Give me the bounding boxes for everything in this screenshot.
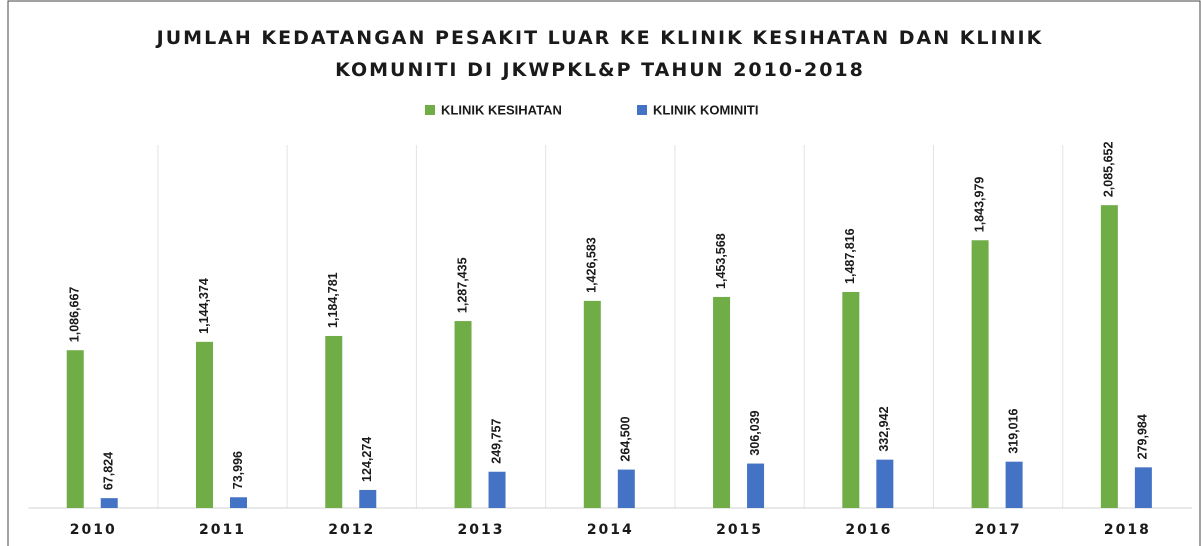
x-tick-label: 2013: [458, 522, 505, 538]
data-label: 124,274: [360, 437, 374, 482]
bar: [842, 291, 860, 508]
legend-label: KLINIK KESIHATAN: [441, 102, 562, 117]
data-label: 1,487,816: [843, 228, 857, 284]
bar: [100, 498, 118, 508]
x-tick-label: 2018: [1104, 522, 1151, 538]
bar: [325, 335, 343, 508]
data-label: 67,824: [102, 452, 116, 490]
bar: [454, 321, 472, 508]
chart-title: JUMLAH KEDATANGAN PESAKIT LUAR KE KLINIK…: [155, 27, 1044, 81]
bar: [747, 463, 765, 508]
data-label: 1,453,568: [714, 233, 728, 289]
chart-frame: [7, 0, 1201, 546]
bar: [66, 350, 84, 508]
data-label: 1,086,667: [68, 287, 82, 343]
data-label: 1,144,374: [197, 278, 211, 334]
bar: [971, 240, 989, 508]
x-tick-label: 2011: [199, 522, 246, 538]
bar: [1134, 467, 1152, 508]
bar: [713, 296, 731, 508]
legend-label: KLINIK KOMINITI: [653, 102, 758, 117]
bar: [196, 341, 213, 508]
bar: [583, 300, 601, 508]
x-tick-label: 2017: [975, 522, 1022, 538]
data-label: 1,287,435: [455, 257, 469, 313]
bar: [1005, 461, 1023, 508]
data-label: 319,016: [1006, 408, 1020, 453]
x-tick-label: 2010: [70, 522, 117, 538]
legend-swatch: [425, 105, 435, 115]
data-label: 1,426,583: [585, 237, 599, 293]
data-label: 2,085,652: [1102, 142, 1116, 198]
data-label: 279,984: [1136, 414, 1150, 459]
bar: [617, 469, 635, 508]
bar: [488, 471, 506, 508]
data-label: 249,757: [489, 419, 503, 464]
bar: [1100, 205, 1118, 508]
data-label: 306,039: [748, 410, 762, 455]
x-tick-label: 2014: [587, 522, 634, 538]
data-label: 1,843,979: [972, 177, 986, 233]
data-label: 73,996: [231, 451, 245, 489]
x-tick-label: 2015: [716, 522, 763, 538]
bar: [359, 489, 377, 508]
data-label: 1,184,781: [326, 272, 340, 328]
legend-swatch: [637, 105, 647, 115]
data-label: 264,500: [619, 416, 633, 461]
x-tick-label: 2012: [328, 522, 375, 538]
bar: [230, 497, 247, 508]
bar: [876, 459, 894, 508]
data-label: 332,942: [877, 406, 891, 451]
x-tick-label: 2016: [845, 522, 892, 538]
